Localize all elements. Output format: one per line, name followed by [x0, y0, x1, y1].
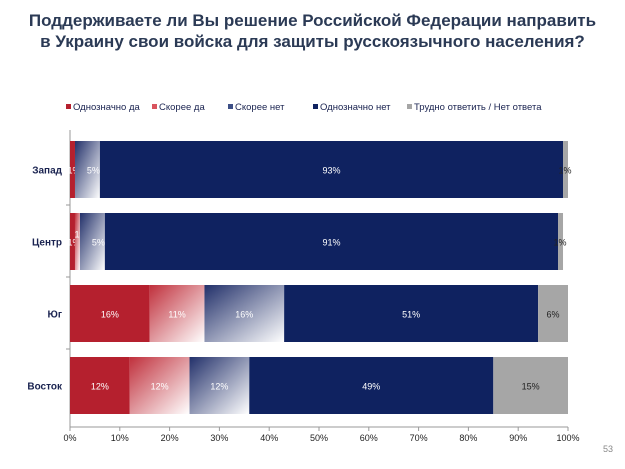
bar-segment	[74, 141, 100, 198]
bar-segment	[79, 213, 105, 270]
data-label: 93%	[322, 166, 340, 176]
x-tick-label: 10%	[111, 433, 129, 443]
legend-label: Однозначно да	[73, 102, 140, 113]
x-tick-label: 40%	[260, 433, 278, 443]
page-number: 53	[602, 444, 613, 454]
data-label: 15%	[522, 382, 540, 392]
category-label: Запад	[32, 166, 62, 177]
data-label: 11%	[168, 310, 185, 320]
legend-label: Однозначно нет	[320, 102, 391, 113]
bar-segment	[129, 357, 190, 414]
legend-label: Скорее да	[159, 102, 205, 113]
x-tick-label: 80%	[459, 433, 477, 443]
data-label: 1%	[554, 238, 567, 248]
bar-segment	[104, 213, 559, 270]
bar-segment	[538, 285, 568, 342]
data-label: 1%	[67, 166, 80, 176]
data-label: 12%	[151, 382, 169, 392]
bar-segment	[204, 285, 285, 342]
legend-swatch	[152, 104, 157, 109]
legend-label: Трудно ответить / Нет ответа	[414, 102, 542, 113]
title-line-2: в Украину свои войска для защиты русскоя…	[40, 32, 585, 51]
legend-swatch	[228, 104, 233, 109]
x-tick-label: 70%	[410, 433, 428, 443]
legend-swatch	[407, 104, 412, 109]
bar-segment	[189, 357, 250, 414]
bar-segment	[149, 285, 205, 342]
x-tick-label: 90%	[509, 433, 527, 443]
category-label: Юг	[48, 310, 62, 321]
category-label: Центр	[32, 238, 62, 249]
data-label: 16%	[101, 310, 119, 320]
data-label: 91%	[322, 238, 340, 248]
data-label: 51%	[402, 310, 420, 320]
legend-swatch	[313, 104, 318, 109]
bar-segment	[70, 213, 75, 270]
data-label: 1%	[559, 166, 572, 176]
x-tick-label: 100%	[556, 433, 579, 443]
bar-segment	[70, 141, 75, 198]
x-tick-label: 20%	[161, 433, 179, 443]
x-tick-label: 50%	[310, 433, 328, 443]
bar-segment	[493, 357, 568, 414]
data-label: 12%	[210, 382, 228, 392]
bar-segment	[70, 357, 130, 414]
data-label: 5%	[92, 238, 105, 248]
x-tick-label: 0%	[63, 433, 76, 443]
bar-segment	[249, 357, 494, 414]
x-tick-label: 60%	[360, 433, 378, 443]
legend-label: Скорее нет	[235, 102, 285, 113]
title-line-1: Поддерживаете ли Вы решение Российской Ф…	[28, 11, 597, 30]
chart-title: Поддерживаете ли Вы решение Российской Ф…	[0, 10, 625, 52]
data-label: 5%	[87, 166, 100, 176]
data-label: 16%	[235, 310, 253, 320]
data-label: 12%	[91, 382, 109, 392]
x-tick-label: 30%	[210, 433, 228, 443]
bar-segment	[563, 141, 568, 198]
bar-segment	[284, 285, 539, 342]
bar-segment	[74, 213, 80, 270]
data-label: 49%	[362, 382, 380, 392]
bar-segment	[70, 285, 150, 342]
category-label: Восток	[27, 382, 63, 393]
data-label: 1%	[67, 238, 80, 248]
legend-swatch	[66, 104, 71, 109]
data-label: 6%	[547, 310, 560, 320]
bar-segment	[99, 141, 564, 198]
bar-segment	[558, 213, 564, 270]
